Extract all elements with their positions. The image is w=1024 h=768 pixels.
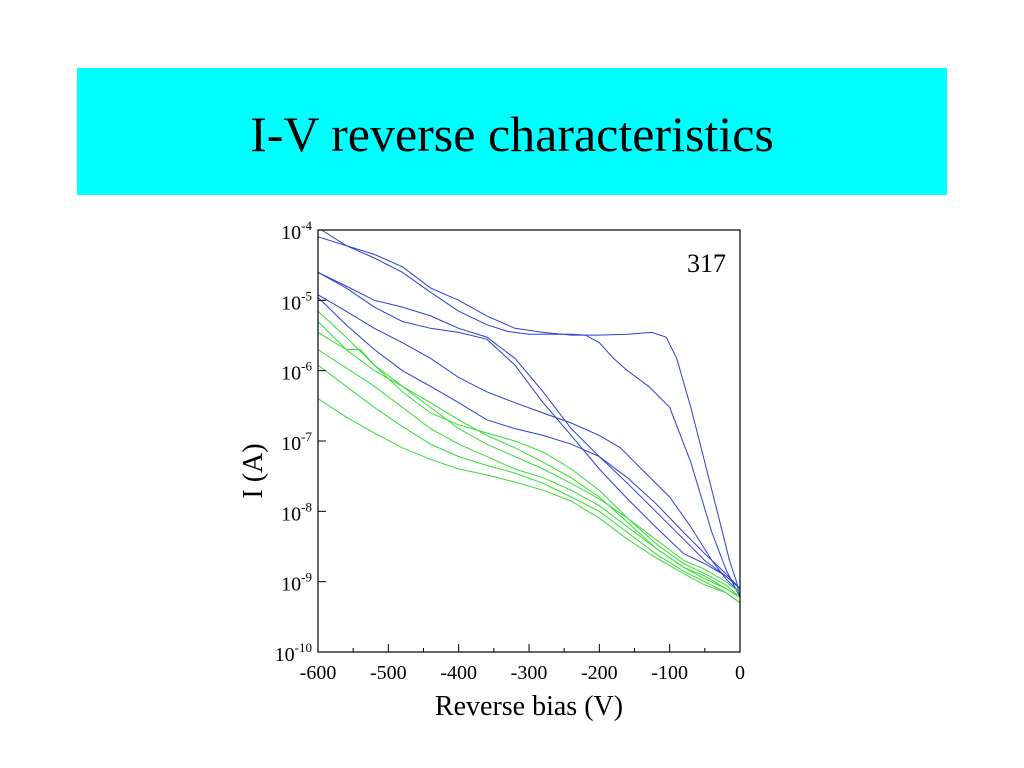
x-tick-label: -200 bbox=[581, 662, 618, 684]
series-line-blue-5 bbox=[317, 294, 741, 593]
annotation-label: 317 bbox=[687, 249, 726, 278]
x-tick-label: -300 bbox=[511, 662, 548, 684]
series-line-blue-2 bbox=[317, 236, 741, 598]
x-tick-label: 0 bbox=[735, 662, 745, 684]
x-tick-label: -400 bbox=[440, 662, 477, 684]
series-line-blue-1 bbox=[321, 229, 741, 598]
series-line-blue-4 bbox=[317, 271, 741, 589]
series-line-green-10 bbox=[317, 364, 741, 604]
slide-title: I-V reverse characteristics bbox=[250, 105, 774, 162]
series-line-green-8 bbox=[317, 331, 741, 598]
y-tick-label: 10-7 bbox=[281, 429, 312, 455]
series-line-green-7 bbox=[317, 310, 741, 593]
x-tick-label: -500 bbox=[370, 662, 407, 684]
plot-frame bbox=[317, 229, 741, 653]
y-axis-label: I (A) bbox=[238, 443, 269, 498]
title-banner: I-V reverse characteristics bbox=[77, 68, 947, 195]
series-line-green-12 bbox=[317, 321, 741, 598]
y-tick-label: 10-5 bbox=[281, 288, 312, 314]
y-tick-label: 10-8 bbox=[281, 499, 312, 525]
y-tick-label: 10-6 bbox=[281, 359, 312, 385]
y-tick-label: 10-4 bbox=[281, 218, 312, 244]
x-tick-label: -600 bbox=[300, 662, 337, 684]
x-axis-label: Reverse bias (V) bbox=[435, 691, 623, 722]
y-tick-label: 10-9 bbox=[281, 570, 312, 596]
series-layer bbox=[317, 229, 741, 604]
axis-layer: -600 -500 -400 -300 -200 -100 0 10-4 10-5 10-6 10-… bbox=[275, 218, 745, 684]
series-line-blue-6 bbox=[317, 297, 741, 589]
series-line-green-11 bbox=[317, 398, 741, 604]
series-line-blue-3 bbox=[317, 271, 741, 589]
series-line-green-9 bbox=[317, 349, 741, 598]
y-tick-label: 10-10 bbox=[275, 640, 312, 666]
x-tick-label: -100 bbox=[651, 662, 688, 684]
